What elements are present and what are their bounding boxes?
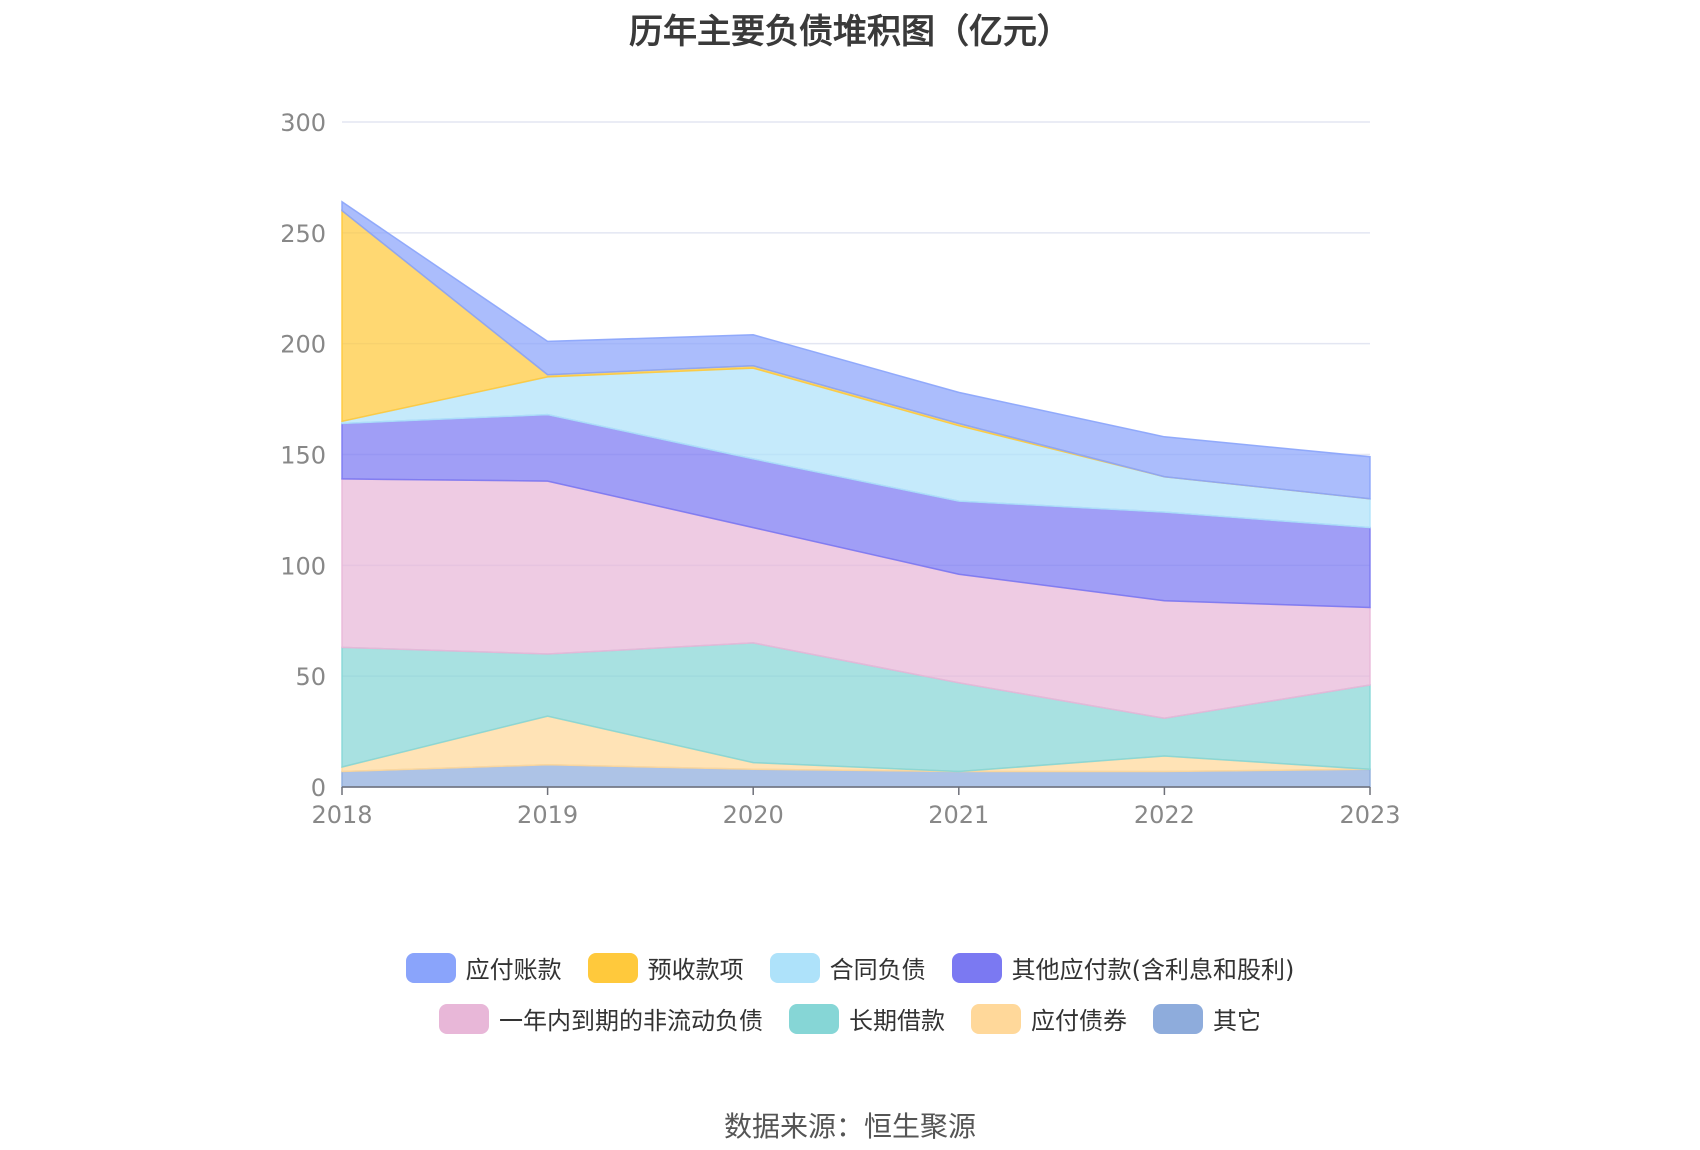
legend-item[interactable]: 一年内到期的非流动负债 (439, 1001, 763, 1036)
y-tick-label: 150 (280, 442, 326, 470)
stacked-area-chart: 0 50 100 150 200 250 300 2018 2019 2020 2021 2022 20… (280, 109, 1400, 829)
legend-item[interactable]: 应付账款 (405, 950, 562, 985)
legend-item[interactable]: 长期借款 (789, 1001, 945, 1036)
y-tick-label: 300 (280, 109, 326, 137)
legend-label: 合同负债 (829, 956, 926, 984)
legend-swatch (971, 1003, 1021, 1034)
legend-item[interactable]: 合同负债 (769, 950, 926, 985)
legend-row: 应付账款 预收款项 合同负债 其他应付款(含利息和股利) (0, 950, 1700, 985)
legend-label: 应付债券 (1031, 1007, 1127, 1035)
legend-item[interactable]: 预收款项 (587, 950, 744, 985)
legend-swatch (769, 952, 820, 983)
legend-label: 长期借款 (849, 1007, 945, 1035)
legend-label: 其它 (1213, 1007, 1261, 1035)
x-tick-label: 2019 (517, 801, 578, 829)
legend-swatch (1153, 1003, 1203, 1034)
chart-title: 历年主要负债堆积图（亿元） (629, 12, 1071, 52)
x-tick-label: 2022 (1134, 801, 1195, 829)
legend-swatch (439, 1003, 489, 1034)
x-tick-label: 2018 (311, 801, 372, 829)
y-tick-label: 100 (280, 552, 326, 580)
legend-item[interactable]: 其它 (1153, 1001, 1261, 1036)
legend-row: 一年内到期的非流动负债 长期借款 应付债券 其它 (0, 1001, 1700, 1036)
legend-label: 其他应付款(含利息和股利) (1011, 956, 1295, 984)
y-tick-label: 250 (280, 220, 326, 248)
y-tick-label: 0 (311, 774, 326, 802)
x-tick-label: 2021 (928, 801, 989, 829)
x-tick-label: 2023 (1339, 801, 1400, 829)
data-source: 数据来源：恒生聚源 (723, 1110, 976, 1143)
legend-swatch (789, 1003, 839, 1034)
legend-label: 应付账款 (465, 956, 562, 984)
legend-swatch (587, 952, 638, 983)
legend: 应付账款 预收款项 合同负债 其他应付款(含利息和股利) 一年内到期的非流动负债 长期借款… (0, 950, 1700, 1052)
legend-label: 一年内到期的非流动负债 (499, 1007, 763, 1035)
legend-swatch (405, 952, 456, 983)
x-tick-label: 2020 (723, 801, 784, 829)
y-tick-label: 50 (295, 663, 326, 691)
legend-label: 预收款项 (647, 956, 744, 984)
legend-swatch (951, 952, 1002, 983)
legend-item[interactable]: 应付债券 (971, 1001, 1127, 1036)
legend-item[interactable]: 其他应付款(含利息和股利) (951, 950, 1295, 985)
y-tick-label: 200 (280, 331, 326, 359)
area-series-7 (341, 200, 1371, 500)
